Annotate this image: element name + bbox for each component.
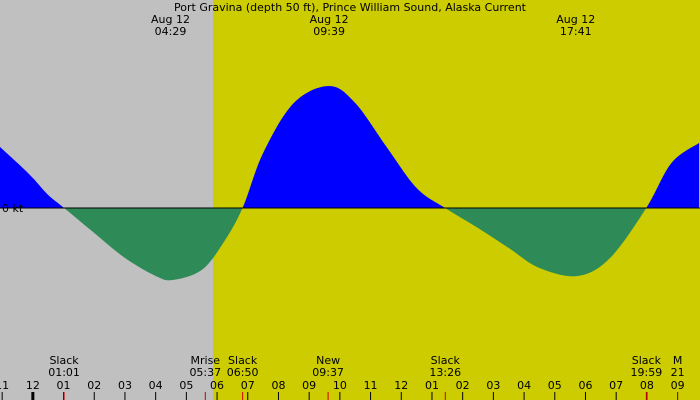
event-name: Slack — [49, 354, 79, 367]
event-time: 21 — [671, 366, 685, 379]
x-tick-label: 02 — [87, 379, 101, 392]
event-name: Slack — [228, 354, 258, 367]
chart-title: Port Gravina (depth 50 ft), Prince Willi… — [174, 1, 527, 14]
x-tick-label: 06 — [210, 379, 224, 392]
top-date: Aug 12 — [310, 13, 349, 26]
top-time: 17:41 — [560, 25, 592, 38]
x-tick-label: 12 — [394, 379, 408, 392]
event-time: 09:37 — [312, 366, 344, 379]
x-tick-label: 08 — [640, 379, 654, 392]
event-name: Slack — [431, 354, 461, 367]
zero-label: 0 kt — [2, 202, 24, 215]
x-tick-label: 12 — [26, 379, 40, 392]
x-tick-label: 07 — [241, 379, 255, 392]
x-tick-label: 03 — [118, 379, 132, 392]
x-tick-label: 01 — [425, 379, 439, 392]
event-name: Mrise — [191, 354, 221, 367]
x-tick-label: 05 — [548, 379, 562, 392]
event-time: 06:50 — [227, 366, 259, 379]
x-tick-label: 04 — [517, 379, 531, 392]
x-tick-label: 10 — [333, 379, 347, 392]
x-tick-label: 02 — [456, 379, 470, 392]
event-name: Slack — [632, 354, 662, 367]
x-tick-label: 11 — [364, 379, 378, 392]
event-name: New — [316, 354, 340, 367]
top-date: Aug 12 — [556, 13, 595, 26]
event-name: M — [673, 354, 683, 367]
x-tick-label: 08 — [271, 379, 285, 392]
x-tick-label: 04 — [149, 379, 163, 392]
x-tick-label: 06 — [578, 379, 592, 392]
x-tick-label: 09 — [302, 379, 316, 392]
event-time: 05:37 — [189, 366, 221, 379]
x-tick-label: 09 — [671, 379, 685, 392]
top-time: 04:29 — [155, 25, 187, 38]
x-tick-label: 01 — [57, 379, 71, 392]
top-time: 09:39 — [313, 25, 345, 38]
event-time: 01:01 — [48, 366, 80, 379]
event-time: 19:59 — [631, 366, 663, 379]
top-date: Aug 12 — [151, 13, 190, 26]
x-tick-label: 05 — [179, 379, 193, 392]
x-tick-label: 03 — [486, 379, 500, 392]
flood-area — [0, 86, 700, 208]
event-time: 13:26 — [429, 366, 461, 379]
x-tick-label: 11 — [0, 379, 9, 392]
ebb-area — [0, 208, 700, 281]
x-tick-label: 07 — [609, 379, 623, 392]
